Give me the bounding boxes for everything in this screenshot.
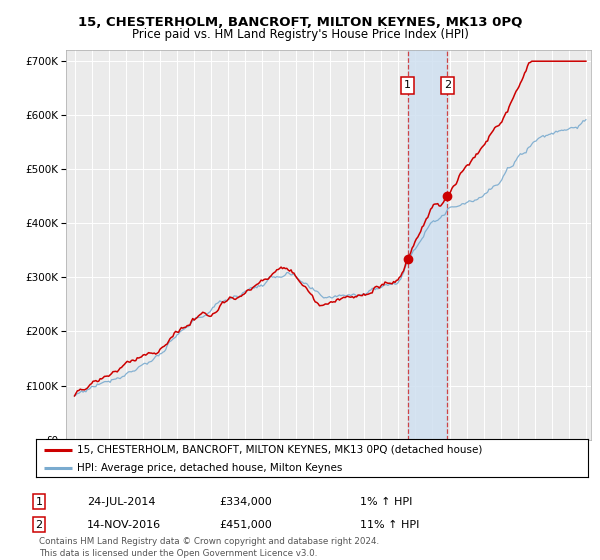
- Text: 2: 2: [35, 520, 43, 530]
- Text: 1: 1: [35, 497, 43, 507]
- Text: 24-JUL-2014: 24-JUL-2014: [87, 497, 155, 507]
- Text: HPI: Average price, detached house, Milton Keynes: HPI: Average price, detached house, Milt…: [77, 463, 343, 473]
- Bar: [408, 50, 448, 440]
- Text: £334,000: £334,000: [219, 497, 272, 507]
- Text: 15, CHESTERHOLM, BANCROFT, MILTON KEYNES, MK13 0PQ (detached house): 15, CHESTERHOLM, BANCROFT, MILTON KEYNES…: [77, 445, 483, 455]
- Text: 15, CHESTERHOLM, BANCROFT, MILTON KEYNES, MK13 0PQ: 15, CHESTERHOLM, BANCROFT, MILTON KEYNES…: [78, 16, 522, 29]
- Text: £451,000: £451,000: [219, 520, 272, 530]
- Text: 1% ↑ HPI: 1% ↑ HPI: [360, 497, 412, 507]
- Text: 2: 2: [444, 81, 451, 90]
- Text: Price paid vs. HM Land Registry's House Price Index (HPI): Price paid vs. HM Land Registry's House …: [131, 28, 469, 41]
- Text: 11% ↑ HPI: 11% ↑ HPI: [360, 520, 419, 530]
- Text: 1: 1: [404, 81, 411, 90]
- Text: Contains HM Land Registry data © Crown copyright and database right 2024.
This d: Contains HM Land Registry data © Crown c…: [39, 537, 379, 558]
- Text: 14-NOV-2016: 14-NOV-2016: [87, 520, 161, 530]
